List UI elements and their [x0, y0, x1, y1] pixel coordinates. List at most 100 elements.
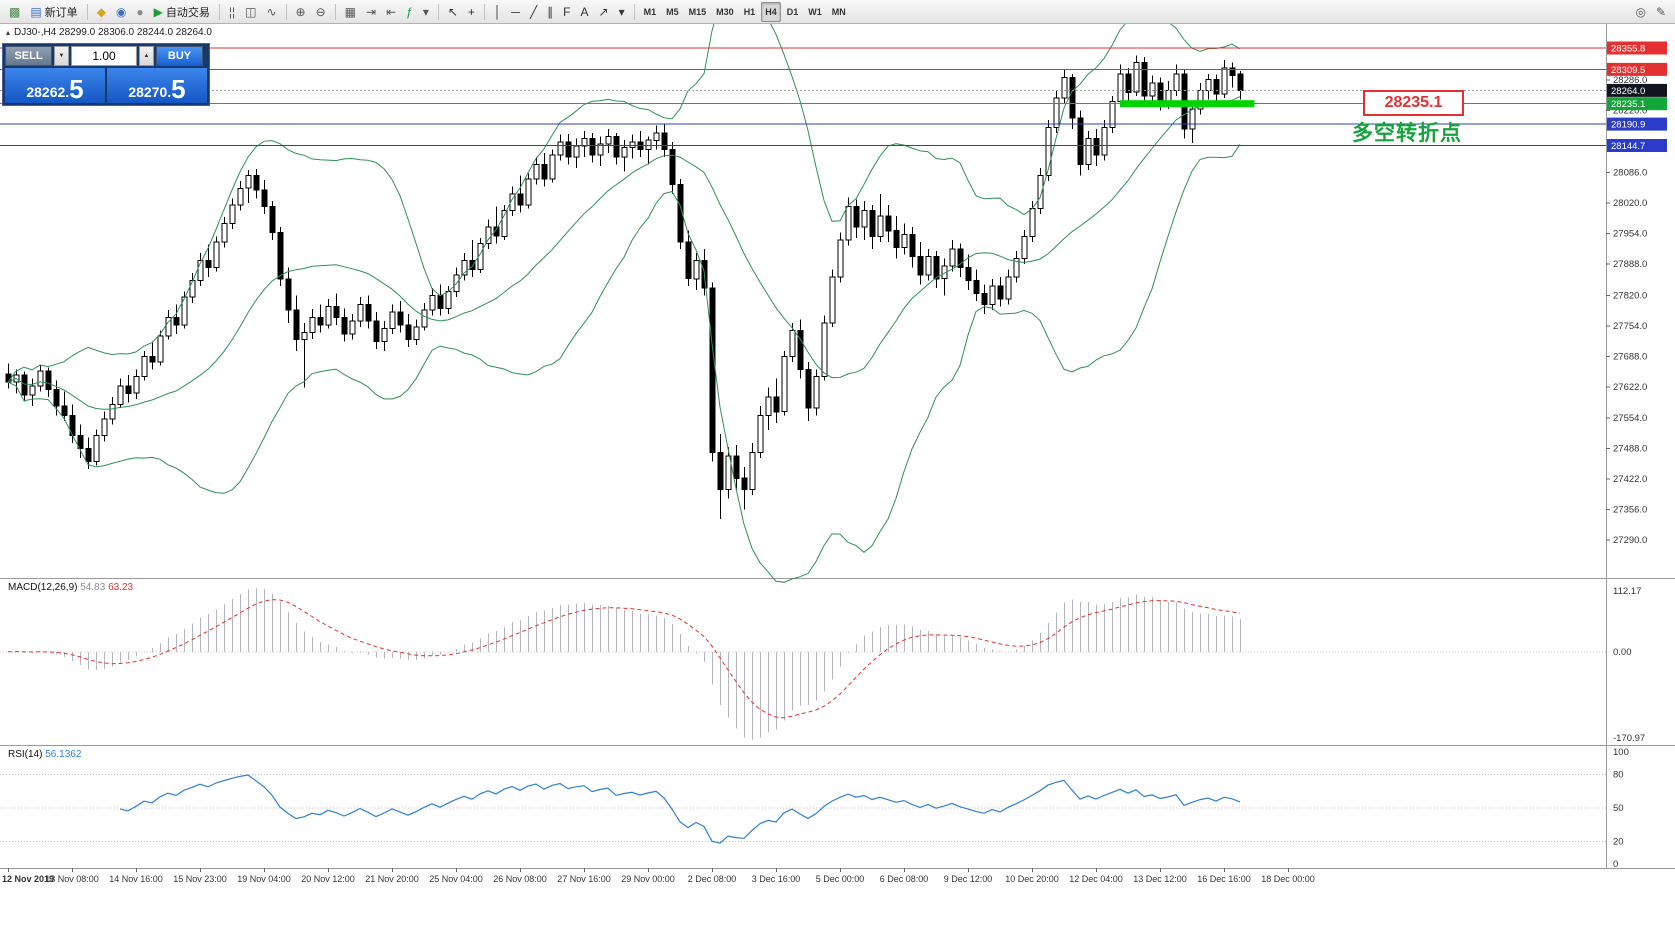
- macd-histogram: [16, 588, 1241, 740]
- volume-increase-button[interactable]: ▲: [139, 46, 154, 66]
- svg-text:5 Dec 00:00: 5 Dec 00:00: [816, 874, 865, 884]
- quick-edit-button[interactable]: ✎: [1652, 2, 1670, 22]
- shapes-dropdown-icon: ▾: [618, 4, 625, 19]
- toolbar-separator: [437, 3, 439, 20]
- svg-text:27688.0: 27688.0: [1613, 351, 1647, 362]
- chart-shift-icon: ⇤: [386, 4, 397, 19]
- shapes-dropdown-button[interactable]: ▾: [615, 2, 629, 22]
- turning-point-highlight[interactable]: [1120, 100, 1255, 108]
- turning-point-label[interactable]: 多空转折点: [1352, 122, 1462, 145]
- buy-button[interactable]: BUY: [156, 46, 203, 66]
- svg-text:28235.1: 28235.1: [1611, 99, 1645, 110]
- crosshair-button[interactable]: +: [464, 2, 479, 22]
- text-label-button[interactable]: A: [577, 2, 593, 22]
- market-watch-icon: ◉: [115, 4, 127, 19]
- terminal-chart-button[interactable]: ▩: [5, 2, 24, 22]
- line-chart-button[interactable]: ∿: [262, 2, 280, 22]
- timeframe-mn-button[interactable]: MN: [828, 2, 850, 22]
- price-badge-28190.9: [1607, 117, 1667, 131]
- indic-dropdown-icon: ▾: [422, 4, 429, 19]
- new-order-button[interactable]: ▤ 新订单: [26, 2, 81, 22]
- volume-decrease-button[interactable]: ▼: [54, 46, 69, 66]
- horizontal-line-button[interactable]: ─: [507, 2, 524, 22]
- timeframe-d1-button-label: D1: [786, 6, 799, 17]
- vertical-line-button[interactable]: │: [490, 2, 506, 22]
- indic-dropdown-button[interactable]: ▾: [419, 2, 433, 22]
- trade-panel-prices: 28262. 5 28270. 5: [5, 66, 207, 103]
- price-callout-box[interactable]: 28235.1: [1363, 90, 1464, 116]
- candlestick-chart-icon: ◫: [245, 4, 257, 19]
- svg-text:-170.97: -170.97: [1613, 733, 1645, 744]
- chart-shift-button[interactable]: ⇤: [382, 2, 400, 22]
- macd-main-value: 54.83: [80, 582, 106, 593]
- svg-text:10 Dec 20:00: 10 Dec 20:00: [1005, 874, 1059, 884]
- svg-text:0: 0: [1613, 859, 1618, 870]
- toolbar-separator: [483, 3, 485, 20]
- svg-text:27954.0: 27954.0: [1613, 229, 1647, 240]
- svg-text:16 Dec 16:00: 16 Dec 16:00: [1197, 874, 1251, 884]
- fibonacci-icon: F: [563, 4, 571, 19]
- timeframe-w1-button-label: W1: [808, 6, 822, 17]
- timeframe-m1-button-label: M1: [643, 6, 657, 17]
- timeframe-w1-button[interactable]: W1: [804, 2, 826, 22]
- timeframe-mn-button-label: MN: [831, 6, 846, 17]
- tile-windows-button[interactable]: ▦: [341, 2, 360, 22]
- autotrading-button[interactable]: ▶ 自动交易: [150, 2, 214, 22]
- bar-chart-button[interactable]: ¦¦: [225, 2, 239, 22]
- alerts-button[interactable]: ●: [132, 2, 147, 22]
- svg-text:13 Nov 08:00: 13 Nov 08:00: [45, 874, 99, 884]
- timeframe-m5-button[interactable]: M5: [662, 2, 683, 22]
- svg-text:27622.0: 27622.0: [1613, 382, 1647, 393]
- fibonacci-button[interactable]: F: [559, 2, 574, 22]
- svg-text:19 Nov 04:00: 19 Nov 04:00: [237, 874, 291, 884]
- search-button[interactable]: ◎: [1631, 2, 1649, 22]
- svg-text:28309.5: 28309.5: [1611, 65, 1645, 76]
- zoom-in-button[interactable]: ⊕: [292, 2, 310, 22]
- price-badge-28355.8: [1607, 41, 1667, 55]
- timeframe-m30-button[interactable]: M30: [712, 2, 738, 22]
- svg-text:28220.0: 28220.0: [1613, 106, 1647, 117]
- buy-price-frac: 5: [171, 74, 186, 104]
- price-badge-28235.1: [1607, 97, 1667, 111]
- quick-edit-icon: ✎: [1655, 4, 1666, 19]
- auto-scroll-button[interactable]: ⇥: [362, 2, 380, 22]
- trendline-icon: ╱: [529, 4, 538, 19]
- new-order-icon: ▤: [30, 4, 42, 19]
- svg-text:20: 20: [1613, 837, 1624, 848]
- svg-text:3 Dec 16:00: 3 Dec 16:00: [752, 874, 801, 884]
- arrows-button[interactable]: ↗: [595, 2, 613, 22]
- zoom-out-button[interactable]: ⊖: [312, 2, 330, 22]
- timeframe-m15-button[interactable]: M15: [685, 2, 711, 22]
- metaeditor-button[interactable]: ◆: [93, 2, 110, 22]
- svg-text:112.17: 112.17: [1613, 586, 1641, 597]
- volume-input[interactable]: [71, 46, 137, 66]
- symbol-ohlc-text: DJ30-,H4 28299.0 28306.0 28244.0 28264.0: [14, 27, 212, 38]
- one-click-panel-toggle[interactable]: ▴: [6, 28, 11, 37]
- candles: [5, 55, 1244, 519]
- market-watch-button[interactable]: ◉: [112, 2, 130, 22]
- svg-text:27422.0: 27422.0: [1613, 474, 1647, 485]
- timeframe-h1-button[interactable]: H1: [740, 2, 760, 22]
- cursor-button[interactable]: ↖: [444, 2, 462, 22]
- timeframe-h4-button[interactable]: H4: [761, 1, 781, 22]
- trendline-button[interactable]: ╱: [526, 2, 541, 22]
- rsi-value: 56.1362: [45, 749, 82, 760]
- equidistant-channel-button[interactable]: ∥: [543, 2, 557, 22]
- candlestick-chart-button[interactable]: ◫: [241, 2, 260, 22]
- sell-price[interactable]: 28262. 5: [5, 68, 105, 103]
- sell-price-frac: 5: [69, 74, 84, 104]
- sell-button[interactable]: SELL: [5, 46, 52, 66]
- svg-text:80: 80: [1613, 769, 1624, 780]
- timeframe-d1-button[interactable]: D1: [783, 2, 803, 22]
- timeframe-m1-button[interactable]: M1: [640, 2, 661, 22]
- toolbar-right-group: ◎ ✎: [1630, 0, 1671, 23]
- buy-price[interactable]: 28270. 5: [107, 68, 207, 103]
- price-axis[interactable]: 28286.0 28220.0 28086.0 28020.0 27954.0 27888…: [1606, 75, 1647, 546]
- macd-indicator-label: MACD(12,26,9) 54.83 63.23: [8, 582, 133, 593]
- svg-text:28020.0: 28020.0: [1613, 198, 1647, 209]
- svg-text:27488.0: 27488.0: [1613, 444, 1647, 455]
- indicators-button[interactable]: ƒ: [402, 2, 417, 22]
